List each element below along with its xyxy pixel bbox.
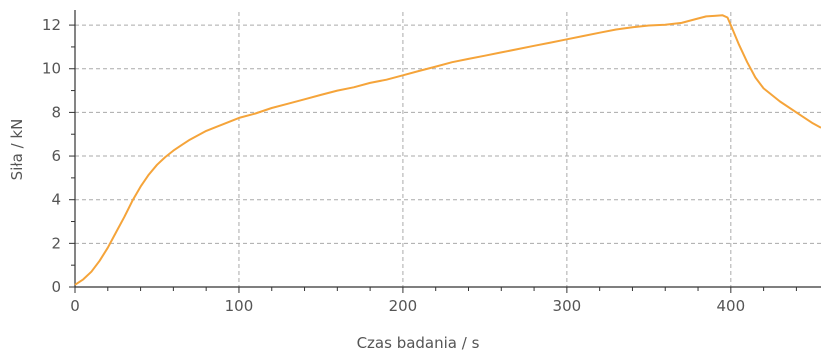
y-tick-label: 4 [51,191,61,209]
x-tick-label: 200 [389,297,418,315]
y-tick-label: 2 [51,234,61,252]
axes [69,10,821,293]
x-tick-label: 0 [70,297,80,315]
y-tick-label: 10 [42,60,61,78]
x-tick-label: 300 [553,297,582,315]
y-tick-label: 0 [51,278,61,296]
x-tick-label: 400 [717,297,746,315]
y-tick-label: 8 [51,103,61,121]
x-axis-label: Czas badania / s [357,334,480,352]
x-tick-label: 100 [225,297,254,315]
grid [75,12,821,287]
y-axis-label: Siła / kN [8,119,26,181]
y-tick-label: 12 [42,16,61,34]
series-line-0 [74,14,821,286]
y-tick-label: 6 [51,147,61,165]
tick-labels: 0 100 200 300 400 0 2 4 6 8 10 12 [42,16,745,315]
series [74,14,821,286]
